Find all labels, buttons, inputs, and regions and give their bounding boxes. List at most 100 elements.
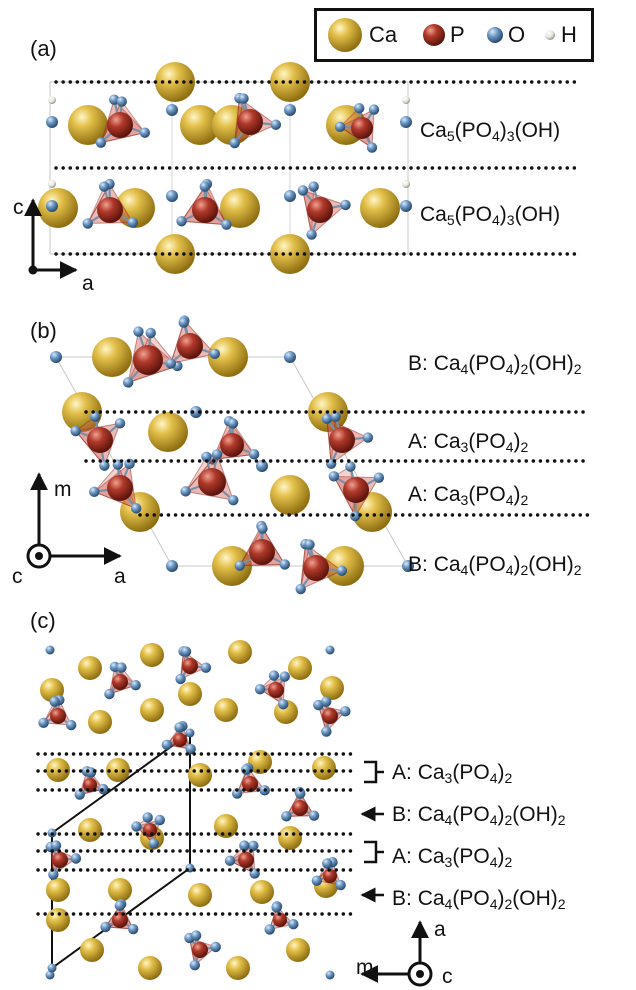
panel-b-axis-m: m: [54, 478, 72, 501]
p-atom: [143, 823, 157, 837]
o-atom: [50, 840, 62, 851]
o-atom: [257, 523, 268, 534]
formula-subscript: 2: [504, 896, 513, 912]
o-atom: [354, 103, 365, 114]
panel-b-letter: (b): [30, 318, 57, 343]
o-atom: [241, 764, 252, 775]
formula-text: ): [513, 553, 521, 576]
p-atom: [173, 733, 187, 747]
p-atom: [52, 852, 68, 868]
p-atom: [182, 658, 198, 674]
o-atom: [328, 471, 340, 482]
o-atom: [284, 351, 296, 363]
formula-text: (PO: [468, 430, 506, 453]
panel-b-structure: [50, 315, 594, 595]
o-atom: [139, 127, 151, 138]
o-atom: [284, 190, 296, 202]
axis-origin-dot: [28, 265, 38, 275]
formula-subscript: 2: [520, 361, 529, 377]
ca-atom: [270, 475, 310, 515]
panel-b-label-2: A: Ca3(PO4)2: [408, 431, 528, 454]
formula-subscript: 2: [520, 492, 529, 508]
formula-text: ): [499, 203, 507, 226]
ca-atom: [248, 750, 272, 774]
o-atom: [295, 788, 306, 799]
p-atom: [220, 433, 244, 457]
formula-subscript: 2: [573, 361, 582, 377]
panel-c-label-2: B: Ca4(PO4)2(OH)2: [392, 804, 566, 827]
panel-b-axis-a: a: [114, 565, 126, 588]
p-atom: [192, 942, 208, 958]
o-atom: [304, 539, 315, 550]
p-atom: [242, 776, 258, 792]
legend-item-h: H: [543, 11, 577, 59]
o-atom: [228, 494, 239, 506]
o-atom: [48, 869, 59, 880]
o-atom: [116, 662, 127, 673]
o-atom: [221, 219, 232, 230]
o-atom: [100, 921, 111, 933]
o-atom: [175, 673, 186, 685]
ca-atom: [38, 188, 78, 228]
formula-text: ): [497, 761, 505, 784]
o-atom: [133, 326, 144, 337]
o-atom: [82, 218, 93, 229]
formula-subscript: 2: [520, 562, 529, 578]
p-atom: [343, 477, 369, 503]
o-atom: [209, 348, 220, 360]
formula-text: (PO: [452, 845, 490, 868]
o-atom: [322, 858, 333, 869]
o-atom: [311, 875, 323, 886]
ca-atom: [108, 878, 132, 902]
axis-indicators: [24, 198, 433, 987]
o-atom: [46, 116, 58, 128]
p-atom: [192, 197, 218, 223]
ca-atom: [278, 826, 302, 850]
ca-atom: [188, 763, 212, 787]
formula-subscript: 2: [504, 854, 513, 870]
formula-text: Ca: [417, 761, 445, 784]
ca-atom: [138, 956, 162, 980]
formula-text: (PO: [468, 553, 506, 576]
layer-type-prefix: B:: [408, 352, 434, 375]
panel-c-letter: (c): [30, 608, 56, 633]
o-atom: [297, 185, 309, 196]
o-atom: [227, 418, 239, 429]
formula-text: (PO: [468, 483, 506, 506]
legend-label: Ca: [369, 22, 398, 47]
ca-atom: [106, 758, 130, 782]
panel-b-label-4: B: Ca4(PO4)2(OH)2: [408, 554, 582, 577]
formula-text: (PO: [454, 119, 492, 142]
ca-atom: [324, 546, 364, 586]
o-atom: [148, 838, 159, 849]
o-atom: [210, 941, 221, 953]
o-atom: [49, 696, 60, 707]
p-atom: [83, 778, 97, 792]
o-atom: [154, 814, 166, 826]
formula-subscript: 3: [444, 770, 453, 786]
o-sphere-icon: [487, 27, 503, 43]
legend-label: H: [561, 22, 577, 47]
formula-text: Ca: [417, 887, 445, 910]
formula-text: Ca: [433, 430, 461, 453]
o-atom: [130, 679, 141, 691]
o-atom: [234, 560, 245, 571]
formula-subscript: 4: [505, 439, 514, 455]
o-atom: [50, 351, 62, 363]
formula-subscript: 2: [557, 812, 566, 828]
formula-text: ): [499, 119, 507, 142]
o-atom: [321, 413, 333, 425]
o-atom: [180, 486, 191, 497]
ca-atom: [226, 956, 250, 980]
formula-text: Ca: [433, 553, 461, 576]
o-atom: [254, 683, 266, 695]
formula-text: (PO: [452, 761, 490, 784]
ca-atom: [360, 188, 400, 228]
p-atom: [307, 197, 333, 223]
p-atom: [107, 475, 133, 501]
o-atom: [373, 472, 385, 483]
o-atom: [190, 406, 202, 418]
axis-out-of-plane-dot: [416, 970, 424, 978]
ca-atom: [78, 656, 102, 680]
formula-subscript: 3: [506, 128, 515, 144]
